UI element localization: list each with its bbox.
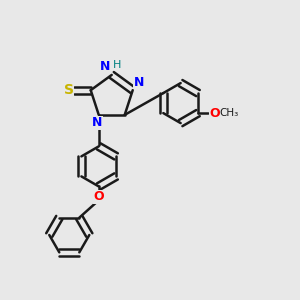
Text: O: O: [93, 190, 104, 203]
Text: H: H: [113, 60, 121, 70]
Text: S: S: [64, 83, 74, 97]
Text: N: N: [100, 60, 110, 74]
Text: CH₃: CH₃: [219, 107, 238, 118]
Text: N: N: [92, 116, 103, 129]
Text: N: N: [134, 76, 144, 89]
Text: O: O: [209, 106, 220, 120]
